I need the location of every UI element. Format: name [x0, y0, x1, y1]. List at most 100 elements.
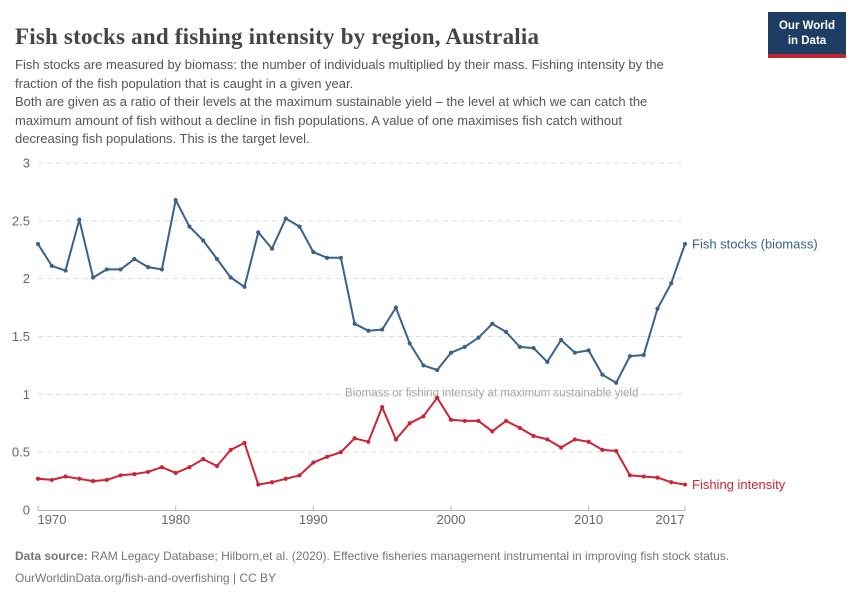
- data-point: [187, 465, 192, 470]
- data-point: [462, 344, 467, 350]
- owid-link-line[interactable]: OurWorldinData.org/fish-and-overfishing …: [15, 571, 276, 585]
- data-point: [214, 463, 220, 469]
- data-point: [614, 380, 619, 385]
- owid-logo[interactable]: Our World in Data: [768, 12, 846, 58]
- data-point: [118, 267, 123, 272]
- data-point: [63, 268, 68, 273]
- y-axis-tick-label: 1.5: [12, 329, 30, 344]
- data-point: [269, 246, 275, 251]
- owid-logo-line2: in Data: [787, 34, 827, 47]
- data-point: [421, 363, 426, 368]
- data-point: [311, 460, 316, 465]
- data-point: [545, 437, 550, 442]
- data-point: [228, 447, 233, 452]
- y-axis-tick-label: 2: [23, 271, 30, 286]
- data-point: [90, 275, 96, 280]
- data-point: [132, 472, 137, 477]
- data-point: [448, 417, 454, 422]
- owid-logo-line1: Our World: [778, 20, 835, 32]
- data-point: [352, 321, 357, 326]
- chart-footer: Data source: RAM Legacy Database; Hilbor…: [15, 545, 815, 589]
- data-point: [352, 436, 357, 441]
- chart-subtitle: Fish stocks are measured by biomass: the…: [15, 57, 664, 147]
- data-source-text: RAM Legacy Database; Hilborn,et al. (202…: [87, 549, 730, 563]
- data-point: [269, 480, 275, 485]
- data-point: [503, 418, 509, 424]
- chart: Biomass or fishing intensity at maximum …: [0, 150, 850, 550]
- data-point: [35, 476, 41, 481]
- data-point: [421, 414, 426, 419]
- data-point: [435, 367, 440, 373]
- data-point: [132, 256, 137, 262]
- data-point: [35, 241, 41, 247]
- data-point: [77, 476, 82, 481]
- data-point: [682, 482, 688, 487]
- data-point: [311, 249, 316, 255]
- data-point: [476, 335, 481, 340]
- x-axis-tick-label: 2017: [656, 512, 685, 527]
- data-point: [669, 281, 674, 286]
- data-point: [173, 470, 178, 476]
- data-point: [118, 473, 123, 478]
- data-point: [146, 265, 151, 270]
- data-point: [669, 480, 674, 485]
- data-point: [641, 352, 646, 358]
- data-source-line: Data source: RAM Legacy Database; Hilbor…: [15, 545, 815, 567]
- data-point: [503, 329, 509, 334]
- x-axis-tick-label: 1990: [299, 512, 328, 527]
- data-point: [476, 418, 481, 424]
- data-point: [435, 395, 440, 400]
- data-point: [600, 372, 605, 377]
- data-point: [159, 465, 164, 470]
- data-point: [586, 439, 591, 444]
- data-point: [531, 433, 536, 439]
- x-axis-tick-label: 2010: [574, 512, 603, 527]
- y-axis-tick-label: 2.5: [12, 213, 30, 228]
- data-point: [297, 473, 302, 478]
- data-point: [187, 224, 192, 229]
- data-point: [256, 230, 261, 235]
- data-point: [256, 482, 261, 487]
- data-source-label: Data source:: [15, 549, 88, 563]
- data-point: [572, 350, 577, 355]
- data-point: [90, 478, 96, 484]
- data-point: [490, 321, 495, 326]
- data-point: [201, 238, 206, 243]
- page-title: Fish stocks and fishing intensity by reg…: [15, 24, 540, 50]
- data-point: [531, 345, 536, 351]
- data-point: [393, 437, 399, 442]
- data-point: [586, 348, 591, 353]
- data-point: [104, 477, 109, 483]
- data-point: [600, 447, 605, 452]
- x-axis-tick-label: 1980: [161, 512, 190, 527]
- data-point: [201, 457, 206, 462]
- data-point: [462, 418, 467, 424]
- data-point: [682, 241, 688, 247]
- target-level-annotation: Biomass or fishing intensity at maximum …: [345, 387, 638, 399]
- y-axis-tick-label: 1: [23, 387, 30, 402]
- data-point: [641, 474, 646, 479]
- fish-stocks-line: [37, 199, 686, 384]
- data-point: [627, 473, 633, 478]
- data-point: [77, 217, 82, 222]
- data-point: [214, 256, 220, 262]
- data-point: [614, 448, 619, 454]
- data-point: [159, 267, 164, 272]
- fishing-intensity-series-label[interactable]: Fishing intensity: [692, 477, 786, 492]
- data-point: [407, 421, 412, 426]
- data-point: [655, 306, 660, 311]
- data-point: [242, 284, 247, 289]
- data-point: [338, 255, 343, 260]
- data-point: [559, 445, 564, 450]
- data-point: [104, 267, 109, 272]
- data-point: [146, 469, 151, 474]
- data-point: [228, 275, 233, 280]
- data-point: [242, 440, 247, 446]
- fish-stocks-series-label[interactable]: Fish stocks (biomass): [692, 236, 818, 251]
- data-point: [407, 341, 412, 346]
- data-point: [655, 475, 660, 480]
- data-point: [63, 474, 68, 479]
- fishing-intensity-line: [37, 396, 686, 486]
- data-point: [559, 337, 564, 343]
